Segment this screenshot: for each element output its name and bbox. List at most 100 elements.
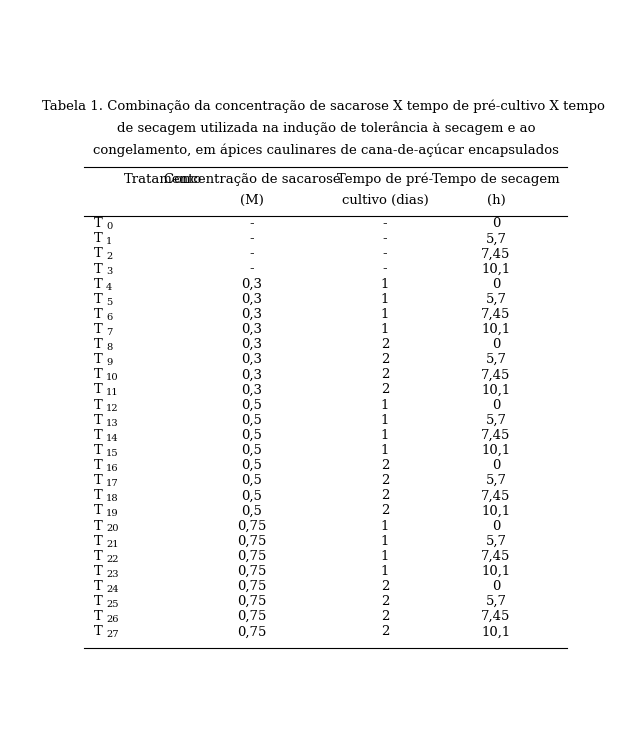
Text: -: - [383,217,387,230]
Text: 1: 1 [381,293,389,306]
Text: T: T [94,519,103,532]
Text: T: T [94,293,103,306]
Text: 1: 1 [381,444,389,457]
Text: de secagem utilizada na indução de tolerância à secagem e ao: de secagem utilizada na indução de toler… [116,122,536,135]
Text: 2: 2 [381,459,389,472]
Text: 12: 12 [106,403,119,412]
Text: T: T [94,414,103,427]
Text: 0,3: 0,3 [242,368,263,381]
Text: 0,5: 0,5 [242,444,263,457]
Text: T: T [94,580,103,593]
Text: 7,45: 7,45 [481,429,511,442]
Text: 5,7: 5,7 [485,414,506,427]
Text: 4: 4 [106,282,113,291]
Text: Concentração de sacarose: Concentração de sacarose [163,173,340,186]
Text: T: T [94,399,103,411]
Text: 0: 0 [492,217,500,230]
Text: 20: 20 [106,525,119,534]
Text: 0,5: 0,5 [242,489,263,502]
Text: -: - [383,248,387,260]
Text: 10: 10 [106,373,119,382]
Text: 25: 25 [106,600,119,609]
Text: 18: 18 [106,495,119,504]
Text: 19: 19 [106,510,119,519]
Text: 5,7: 5,7 [485,474,506,487]
Text: 1: 1 [106,237,113,246]
Text: 0,3: 0,3 [242,384,263,396]
Text: 5,7: 5,7 [485,535,506,547]
Text: 1: 1 [381,414,389,427]
Text: T: T [94,535,103,547]
Text: 6: 6 [106,313,113,322]
Text: 0,3: 0,3 [242,338,263,351]
Text: 23: 23 [106,570,119,579]
Text: 14: 14 [106,433,119,442]
Text: 0,3: 0,3 [242,293,263,306]
Text: Tempo de pré-: Tempo de pré- [337,173,433,186]
Text: 11: 11 [106,388,119,397]
Text: 7: 7 [106,328,113,337]
Text: 2: 2 [381,353,389,366]
Text: 2: 2 [381,368,389,381]
Text: 15: 15 [106,449,119,458]
Text: 7,45: 7,45 [481,308,511,321]
Text: Tempo de secagem: Tempo de secagem [432,173,560,186]
Text: 9: 9 [106,358,113,367]
Text: T: T [94,263,103,276]
Text: T: T [94,233,103,245]
Text: 0: 0 [492,278,500,291]
Text: 0: 0 [492,519,500,532]
Text: -: - [250,248,254,260]
Text: 1: 1 [381,429,389,442]
Text: 2: 2 [381,625,389,638]
Text: 2: 2 [381,384,389,396]
Text: T: T [94,384,103,396]
Text: 1: 1 [381,308,389,321]
Text: 5,7: 5,7 [485,353,506,366]
Text: 1: 1 [381,535,389,547]
Text: 5,7: 5,7 [485,293,506,306]
Text: T: T [94,338,103,351]
Text: T: T [94,429,103,442]
Text: 26: 26 [106,615,119,624]
Text: -: - [250,263,254,276]
Text: 2: 2 [381,474,389,487]
Text: 10,1: 10,1 [481,323,511,336]
Text: Tratamento: Tratamento [124,173,202,186]
Text: 13: 13 [106,418,119,427]
Text: 17: 17 [106,479,119,488]
Text: -: - [383,233,387,245]
Text: 2: 2 [381,504,389,517]
Text: 7,45: 7,45 [481,610,511,623]
Text: 10,1: 10,1 [481,625,511,638]
Text: 7,45: 7,45 [481,248,511,260]
Text: 0,5: 0,5 [242,429,263,442]
Text: T: T [94,625,103,638]
Text: 8: 8 [106,343,113,352]
Text: (h): (h) [487,193,506,207]
Text: 10,1: 10,1 [481,263,511,276]
Text: 5,7: 5,7 [485,595,506,608]
Text: 0,75: 0,75 [237,565,266,578]
Text: 22: 22 [106,555,119,564]
Text: 10,1: 10,1 [481,384,511,396]
Text: 5: 5 [106,297,113,307]
Text: T: T [94,353,103,366]
Text: T: T [94,610,103,623]
Text: 0,5: 0,5 [242,399,263,411]
Text: -: - [250,217,254,230]
Text: 0,75: 0,75 [237,580,266,593]
Text: 1: 1 [381,519,389,532]
Text: 0,3: 0,3 [242,308,263,321]
Text: 2: 2 [381,580,389,593]
Text: T: T [94,368,103,381]
Text: 0,75: 0,75 [237,625,266,638]
Text: T: T [94,504,103,517]
Text: T: T [94,217,103,230]
Text: 3: 3 [106,267,113,276]
Text: 10,1: 10,1 [481,565,511,578]
Text: 0,75: 0,75 [237,535,266,547]
Text: 0,5: 0,5 [242,459,263,472]
Text: 5,7: 5,7 [485,233,506,245]
Text: Tabela 1. Combinação da concentração de sacarose X tempo de pré-cultivo X tempo: Tabela 1. Combinação da concentração de … [43,100,609,112]
